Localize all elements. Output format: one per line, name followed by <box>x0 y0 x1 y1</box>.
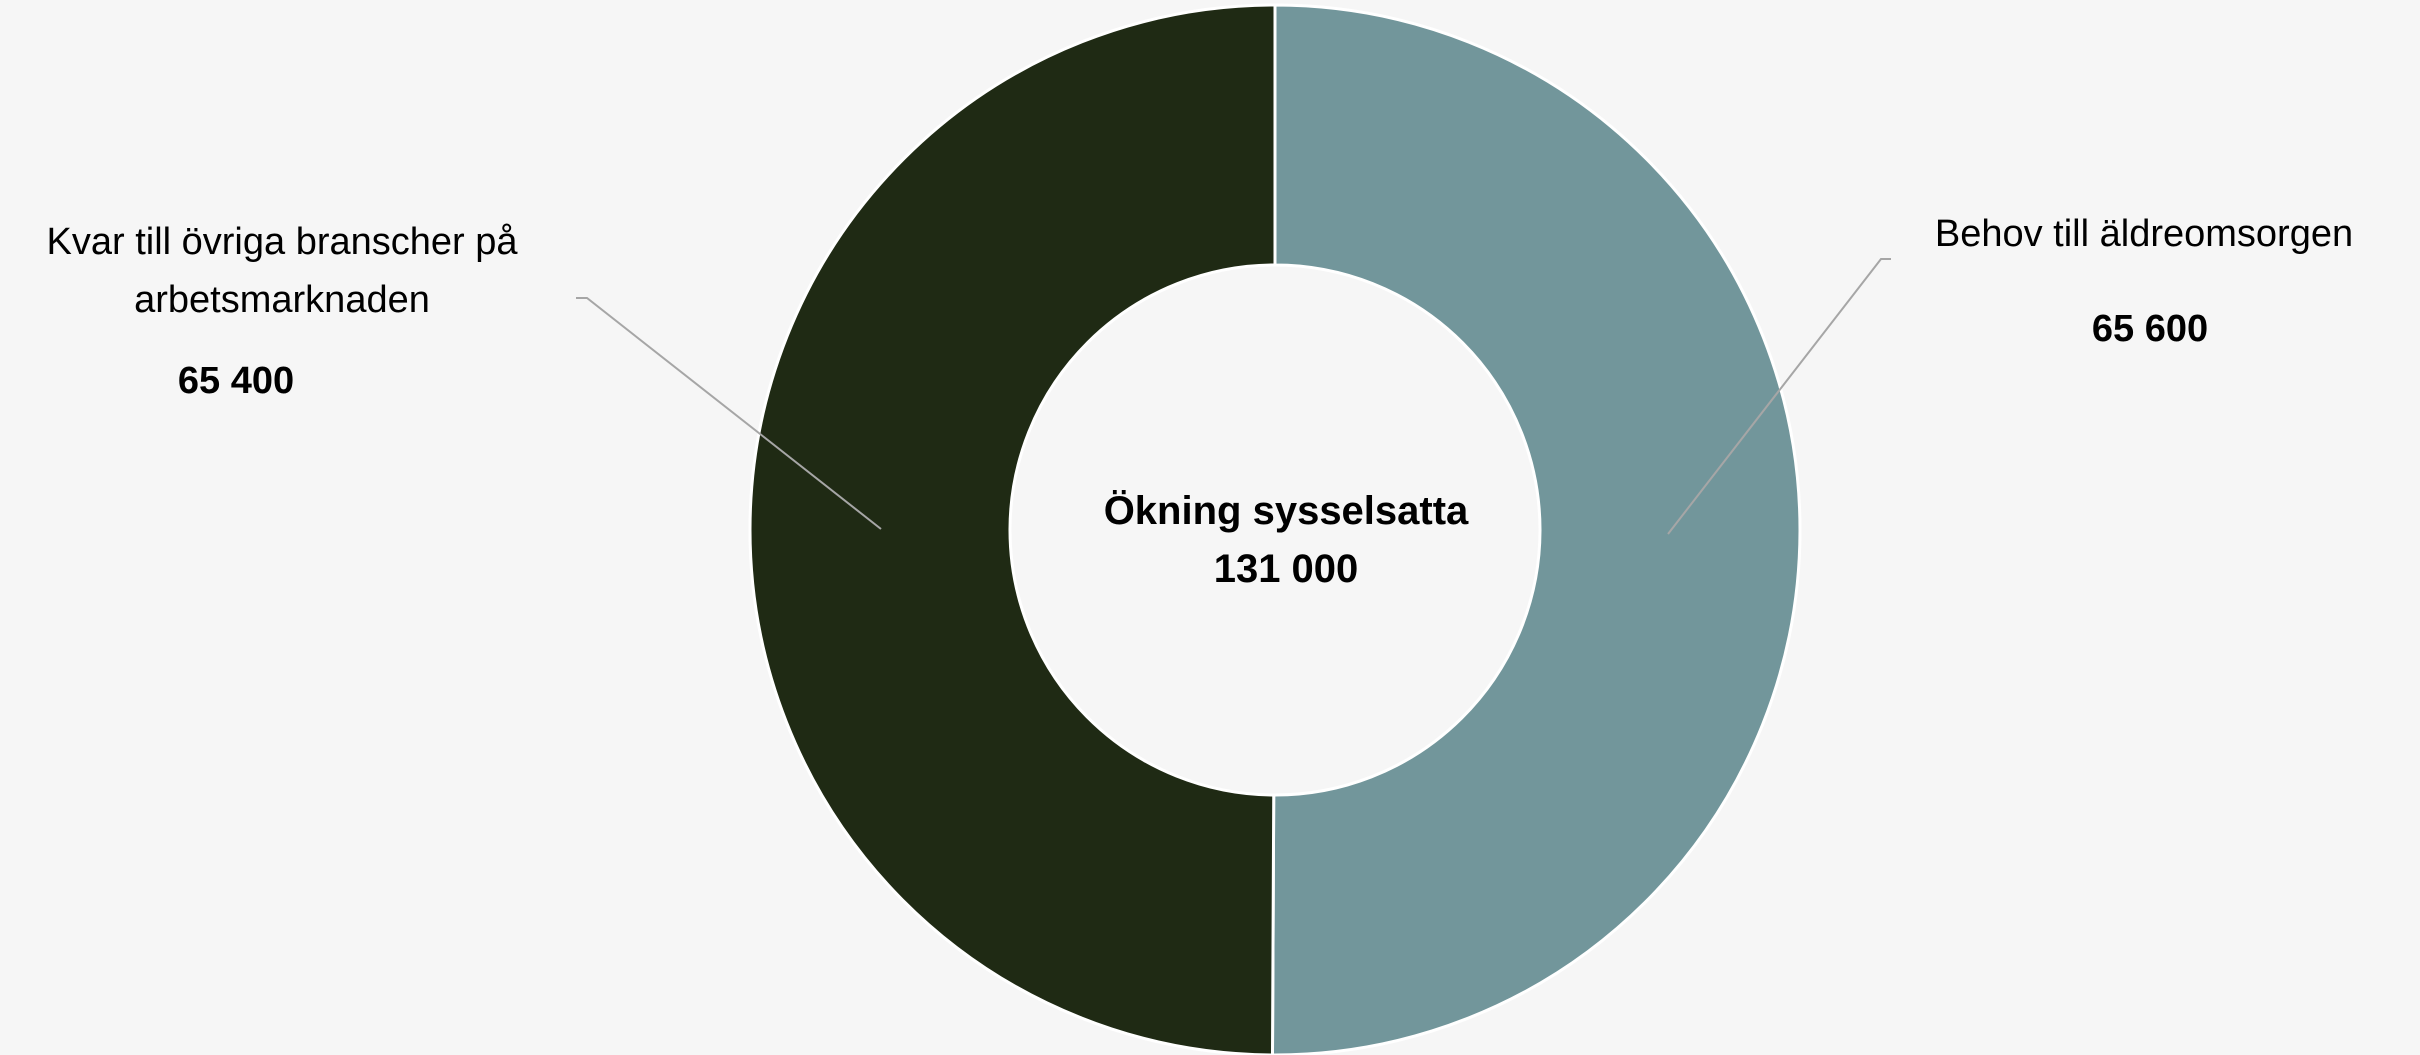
slice-leader-line-aldreomsorgen <box>1667 258 1891 535</box>
slice-aldreomsorgen <box>1270 3 1803 1055</box>
slice-ovriga-branscher <box>749 3 1277 1055</box>
slice-value-label-aldreomsorgen: 65 600 <box>2092 308 2208 350</box>
slice-leader-line-ovriga-branscher <box>576 297 882 530</box>
slice-value-label-ovriga-branscher: 65 400 <box>178 360 294 402</box>
donut-slices <box>749 3 1803 1055</box>
center-title: Ökning sysselsatta <box>1104 488 1469 533</box>
slice-label-ovriga-branscher-line2: arbetsmarknaden <box>134 279 430 321</box>
center-total-value: 131 000 <box>1214 547 1359 591</box>
slice-label-ovriga-branscher-line1: Kvar till övriga branscher på <box>47 221 519 263</box>
slice-label-aldreomsorgen: Behov till äldreomsorgen <box>1935 213 2353 255</box>
